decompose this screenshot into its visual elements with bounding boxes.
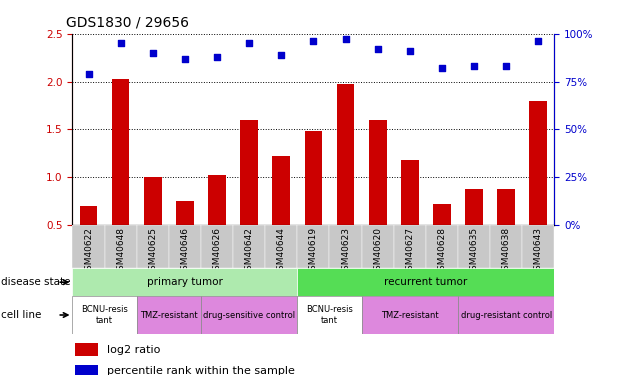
Point (276, 52, 286, 58)
Bar (176, 201, 194, 225)
Text: TMZ-resistant: TMZ-resistant (381, 310, 438, 320)
Bar (394, 225, 426, 268)
Bar (336, 84, 355, 225)
Bar (401, 160, 419, 225)
Point (501, 63, 511, 69)
Text: GSM40635: GSM40635 (469, 227, 479, 276)
Text: log2 ratio: log2 ratio (107, 345, 161, 355)
Bar (137, 225, 169, 268)
Bar (76, 364, 98, 375)
Bar (522, 225, 554, 268)
Text: GSM40619: GSM40619 (309, 227, 318, 276)
Text: drug-resistant control: drug-resistant control (461, 310, 552, 320)
Text: GSM40620: GSM40620 (373, 227, 382, 276)
Text: percentile rank within the sample: percentile rank within the sample (107, 366, 295, 375)
Text: GSM40644: GSM40644 (277, 227, 286, 276)
Text: GSM40638: GSM40638 (501, 227, 511, 276)
Bar (72, 296, 137, 334)
Bar (208, 175, 226, 225)
Text: drug-sensitive control: drug-sensitive control (203, 310, 295, 320)
Bar (169, 225, 201, 268)
Point (116, 40, 126, 46)
Bar (490, 225, 522, 268)
Bar (72, 225, 105, 268)
Text: GDS1830 / 29656: GDS1830 / 29656 (66, 15, 189, 29)
Point (340, 36, 350, 42)
Bar (272, 156, 290, 225)
Bar (362, 296, 458, 334)
Text: GSM40625: GSM40625 (148, 227, 158, 276)
Text: TMZ-resistant: TMZ-resistant (140, 310, 198, 320)
Point (180, 56, 190, 62)
Point (372, 46, 382, 52)
Bar (297, 296, 362, 334)
Bar (265, 225, 297, 268)
Point (437, 65, 447, 71)
Text: GSM40626: GSM40626 (212, 227, 222, 276)
Bar (465, 189, 483, 225)
Bar (201, 296, 297, 334)
Text: GSM40627: GSM40627 (405, 227, 415, 276)
Point (404, 48, 415, 54)
Bar (458, 296, 554, 334)
Bar (72, 268, 297, 296)
Bar (529, 101, 547, 225)
Bar (112, 79, 130, 225)
Text: disease state: disease state (1, 277, 71, 287)
Bar (137, 296, 201, 334)
Text: GSM40628: GSM40628 (437, 227, 447, 276)
Point (244, 40, 254, 46)
Bar (240, 120, 258, 225)
Text: GSM40643: GSM40643 (534, 227, 543, 276)
Bar (297, 268, 554, 296)
Point (147, 50, 158, 56)
Bar (297, 225, 329, 268)
Bar (329, 225, 362, 268)
Text: GSM40623: GSM40623 (341, 227, 350, 276)
Text: GSM40648: GSM40648 (116, 227, 125, 276)
Text: recurrent tumor: recurrent tumor (384, 277, 467, 287)
Bar (201, 225, 233, 268)
Bar (233, 225, 265, 268)
Text: GSM40622: GSM40622 (84, 227, 93, 276)
Bar (426, 225, 458, 268)
Text: GSM40642: GSM40642 (244, 227, 254, 276)
Point (533, 38, 543, 44)
Text: GSM40646: GSM40646 (180, 227, 190, 276)
Bar (105, 225, 137, 268)
Text: BCNU-resis
tant: BCNU-resis tant (81, 305, 128, 325)
Bar (144, 177, 162, 225)
Bar (362, 225, 394, 268)
Bar (458, 225, 490, 268)
Text: cell line: cell line (1, 310, 42, 320)
Bar (76, 343, 98, 356)
Text: primary tumor: primary tumor (147, 277, 223, 287)
Point (469, 63, 479, 69)
Bar (304, 131, 323, 225)
Bar (79, 206, 98, 225)
Point (308, 38, 318, 44)
Text: BCNU-resis
tant: BCNU-resis tant (306, 305, 353, 325)
Bar (497, 189, 515, 225)
Point (212, 54, 222, 60)
Bar (433, 204, 451, 225)
Point (83, 71, 94, 77)
Bar (369, 120, 387, 225)
